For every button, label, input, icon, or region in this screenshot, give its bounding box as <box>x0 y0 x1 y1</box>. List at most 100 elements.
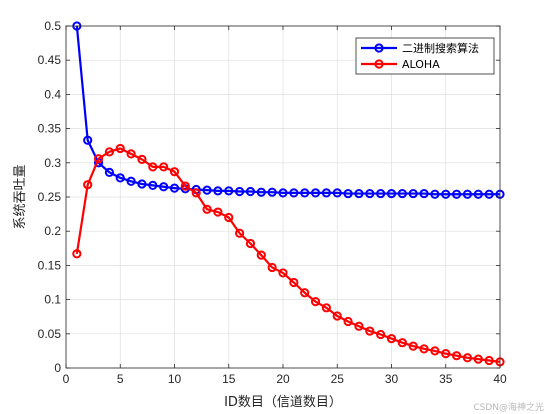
y-tick-label: 0.5 <box>44 19 61 33</box>
legend-label-binary: 二进制搜索算法 <box>402 41 479 55</box>
x-tick-label: 0 <box>63 372 70 386</box>
data-point-aloha <box>430 346 440 356</box>
data-point-binary-search <box>484 189 494 199</box>
data-point-aloha <box>115 143 125 154</box>
y-tick-label: 0.35 <box>38 122 62 136</box>
data-point-binary-search <box>332 188 342 198</box>
data-point-aloha <box>354 321 364 331</box>
data-point-aloha <box>235 228 245 238</box>
data-point-binary-search <box>462 189 473 199</box>
data-point-aloha <box>484 355 494 366</box>
y-tick-label: 0.45 <box>38 53 62 67</box>
x-tick-label: 40 <box>493 372 507 386</box>
data-point-binary-search <box>321 188 331 198</box>
data-point-binary-search <box>202 185 212 195</box>
data-point-aloha <box>267 262 277 273</box>
data-point-binary-search <box>473 189 483 199</box>
data-point-aloha <box>83 180 93 190</box>
y-axis-title: 系统吞吐量 <box>13 164 28 229</box>
data-point-aloha <box>202 204 212 214</box>
data-point-binary-search <box>224 186 234 196</box>
legend-marker-aloha <box>374 59 384 69</box>
y-tick-label: 0.05 <box>38 327 62 341</box>
data-point-aloha <box>169 167 180 177</box>
data-point-aloha <box>376 329 386 340</box>
series-layer <box>72 21 505 367</box>
axis-tick-labels: 0 5 10 15 20 25 30 35 40 0 0.05 0.1 0.15 0.2 0.25 0.3 0.… <box>38 19 507 386</box>
data-point-binary-search <box>354 188 364 199</box>
x-tick-label: 30 <box>385 372 399 386</box>
data-point-aloha <box>408 341 418 351</box>
legend-marker-binary <box>374 43 384 53</box>
x-tick-label: 35 <box>439 372 453 386</box>
data-point-binary-search <box>289 188 299 198</box>
data-point-aloha <box>441 349 451 359</box>
legend: 二进制搜索算法 ALOHA <box>355 37 495 75</box>
data-point-binary-search <box>213 186 223 196</box>
data-point-aloha <box>473 354 483 364</box>
data-point-aloha <box>397 338 407 348</box>
data-point-binary-search <box>267 187 277 197</box>
data-point-binary-search <box>343 188 353 199</box>
data-point-binary-search <box>256 187 266 197</box>
data-point-binary-search <box>386 188 397 199</box>
data-point-aloha <box>137 154 147 164</box>
data-point-binary-search <box>419 188 429 199</box>
data-point-aloha <box>104 147 115 157</box>
data-point-binary-search <box>235 186 245 197</box>
data-point-aloha <box>245 238 256 249</box>
series-aloha <box>72 143 505 367</box>
data-point-binary-search <box>397 188 407 199</box>
data-point-binary-search <box>115 173 125 183</box>
data-point-aloha <box>93 154 104 164</box>
y-tick-label: 0.1 <box>44 293 61 307</box>
data-point-binary-search <box>365 188 375 199</box>
data-point-binary-search <box>452 189 462 199</box>
data-point-binary-search <box>408 188 418 199</box>
data-point-aloha <box>126 149 136 159</box>
y-tick-label: 0.2 <box>44 224 61 238</box>
data-point-aloha <box>289 277 299 288</box>
axis-ticks <box>65 25 501 369</box>
data-point-binary-search <box>83 135 93 145</box>
data-point-binary-search <box>137 179 147 189</box>
x-axis-title: ID数目（信道数目） <box>224 395 342 410</box>
y-tick-label: 0.25 <box>38 190 62 204</box>
data-point-binary-search <box>430 189 440 199</box>
data-point-aloha <box>256 250 266 260</box>
data-point-aloha <box>72 249 82 259</box>
data-point-binary-search <box>126 176 136 186</box>
data-point-aloha <box>419 344 429 354</box>
watermark: CSDN@海神之光 <box>473 401 544 413</box>
y-tick-label: 0.15 <box>38 258 62 272</box>
data-point-aloha <box>213 207 223 217</box>
data-point-aloha <box>332 311 342 321</box>
data-point-aloha <box>180 181 190 191</box>
data-point-aloha <box>191 188 201 198</box>
data-point-aloha <box>148 162 158 172</box>
data-point-aloha <box>310 297 321 307</box>
series-line-binary-search <box>75 25 500 196</box>
data-point-aloha <box>343 316 353 327</box>
data-point-aloha <box>365 326 375 336</box>
data-point-binary-search <box>148 180 158 190</box>
data-point-aloha <box>224 212 234 223</box>
data-point-aloha <box>278 268 288 278</box>
series-line-aloha <box>75 147 501 363</box>
data-point-binary-search <box>104 167 115 177</box>
data-point-binary-search <box>310 188 321 198</box>
data-point-aloha <box>159 162 169 172</box>
data-point-aloha <box>452 351 462 361</box>
x-tick-label: 20 <box>276 372 290 386</box>
data-point-binary-search <box>278 188 288 198</box>
data-point-binary-search <box>441 189 451 199</box>
y-tick-label: 0.4 <box>44 87 61 101</box>
x-tick-label: 10 <box>168 372 182 386</box>
x-tick-label: 5 <box>117 372 124 386</box>
data-point-binary-search <box>376 188 386 199</box>
legend-label-aloha: ALOHA <box>402 58 440 71</box>
data-point-aloha <box>300 288 310 298</box>
x-tick-label: 15 <box>222 372 236 386</box>
y-tick-label: 0.3 <box>44 156 61 170</box>
